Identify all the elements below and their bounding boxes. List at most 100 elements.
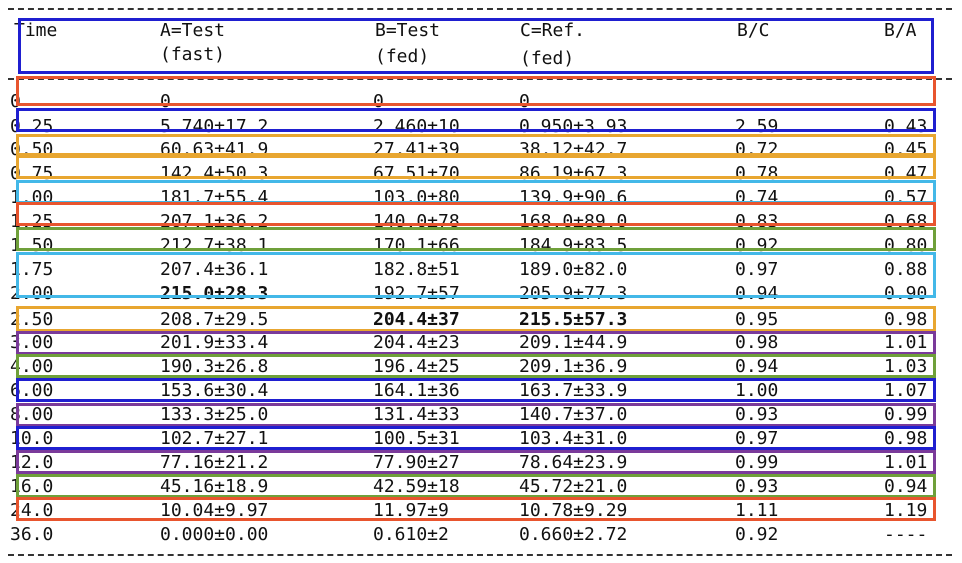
cell-b: 77.90±27 — [373, 452, 460, 473]
cell-c: 215.5±57.3 — [519, 309, 628, 330]
cell-ba: 0.98 — [884, 428, 928, 449]
cell-c: 205.9±77.3 — [519, 283, 628, 304]
cell-time: 1.75 — [10, 259, 54, 280]
top-dashed-rule — [8, 8, 952, 10]
cell-bc: 0.97 — [735, 259, 779, 280]
table-row: 8.00 133.3±25.0 131.4±33 140.7±37.0 0.93 0.99 — [0, 404, 962, 426]
cell-ba: 0.57 — [884, 187, 928, 208]
cell-ba: 0.90 — [884, 283, 928, 304]
cell-bc: 0.97 — [735, 428, 779, 449]
cell-b: 131.4±33 — [373, 404, 460, 425]
cell-b: 204.4±23 — [373, 332, 460, 353]
table-row: 0.75 142.4±50.3 67.51±70 86.19±67.3 0.78 0.47 — [0, 163, 962, 185]
cell-a: 215.0±28.3 — [160, 283, 269, 304]
cell-b: 67.51±70 — [373, 163, 460, 184]
cell-a: 201.9±33.4 — [160, 332, 269, 353]
header-a-line1: A=Test — [160, 20, 226, 41]
cell-c: 38.12±42.7 — [519, 139, 628, 160]
cell-time: 36.0 — [10, 524, 54, 545]
cell-c: 0 — [519, 91, 530, 112]
cell-a: 77.16±21.2 — [160, 452, 269, 473]
cell-bc: 0.72 — [735, 139, 779, 160]
cell-bc: 0.74 — [735, 187, 779, 208]
cell-b: 0.610±2 — [373, 524, 449, 545]
cell-a: 133.3±25.0 — [160, 404, 269, 425]
header-time: Time — [14, 20, 58, 41]
header-c-line1: C=Ref. — [520, 20, 586, 41]
cell-time: 1.25 — [10, 211, 54, 232]
cell-c: 189.0±82.0 — [519, 259, 628, 280]
cell-b: 170.1±66 — [373, 235, 460, 256]
table-row: 1.50 212.7±38.1 170.1±66 184.9±83.5 0.92 0.80 — [0, 235, 962, 257]
cell-c: 140.7±37.0 — [519, 404, 628, 425]
cell-time: 0.75 — [10, 163, 54, 184]
cell-time: 0 — [10, 91, 21, 112]
table-row: 2.50 208.7±29.5 204.4±37 215.5±57.3 0.95 0.98 — [0, 309, 962, 331]
table-row: 0 0 0 0 — [0, 91, 962, 113]
cell-b: 0 — [373, 91, 384, 112]
cell-b: 196.4±25 — [373, 356, 460, 377]
cell-b: 11.97±9 — [373, 500, 449, 521]
bottom-dashed-rule — [8, 554, 952, 556]
cell-time: 8.00 — [10, 404, 54, 425]
header-b-line1: B=Test — [375, 20, 441, 41]
cell-b: 42.59±18 — [373, 476, 460, 497]
cell-c: 184.9±83.5 — [519, 235, 628, 256]
table-row: 0.50 60.63±41.9 27.41±39 38.12±42.7 0.72 0.45 — [0, 139, 962, 161]
cell-bc: 0.92 — [735, 524, 779, 545]
table-row: 4.00 190.3±26.8 196.4±25 209.1±36.9 0.94 1.03 — [0, 356, 962, 378]
table-row: 1.00 181.7±55.4 103.0±80 139.9±90.6 0.74 0.57 — [0, 187, 962, 209]
cell-bc: 0.83 — [735, 211, 779, 232]
cell-c: 209.1±36.9 — [519, 356, 628, 377]
table-row: 36.0 0.000±0.00 0.610±2 0.660±2.72 0.92 ---- — [0, 524, 962, 546]
cell-b: 103.0±80 — [373, 187, 460, 208]
cell-time: 2.50 — [10, 309, 54, 330]
header-ba: B/A — [884, 20, 917, 41]
header-a-line2: (fast) — [160, 44, 226, 65]
highlight-box-header — [18, 18, 934, 74]
cell-c: 163.7±33.9 — [519, 380, 628, 401]
cell-ba: 0.94 — [884, 476, 928, 497]
header-b-line2: (fed) — [375, 46, 430, 67]
cell-bc: 0.92 — [735, 235, 779, 256]
cell-bc: 1.11 — [735, 500, 779, 521]
cell-c: 78.64±23.9 — [519, 452, 628, 473]
cell-b: 192.7±57 — [373, 283, 460, 304]
header-bc: B/C — [737, 20, 770, 41]
cell-b: 204.4±37 — [373, 309, 460, 330]
cell-c: 0.950±3.93 — [519, 116, 628, 137]
cell-time: 16.0 — [10, 476, 54, 497]
cell-ba: 0.88 — [884, 259, 928, 280]
table-row: 16.0 45.16±18.9 42.59±18 45.72±21.0 0.93 0.94 — [0, 476, 962, 498]
header-c-line2: (fed) — [520, 48, 575, 69]
cell-bc: 0.99 — [735, 452, 779, 473]
cell-time: 10.0 — [10, 428, 54, 449]
cell-b: 100.5±31 — [373, 428, 460, 449]
cell-ba: 0.45 — [884, 139, 928, 160]
cell-ba: 1.01 — [884, 332, 928, 353]
cell-b: 182.8±51 — [373, 259, 460, 280]
cell-bc: 2.59 — [735, 116, 779, 137]
cell-b: 164.1±36 — [373, 380, 460, 401]
cell-bc: 0.95 — [735, 309, 779, 330]
table-row: 10.0 102.7±27.1 100.5±31 103.4±31.0 0.97 0.98 — [0, 428, 962, 450]
cell-a: 208.7±29.5 — [160, 309, 269, 330]
cell-a: 190.3±26.8 — [160, 356, 269, 377]
cell-b: 27.41±39 — [373, 139, 460, 160]
cell-ba: 0.98 — [884, 309, 928, 330]
table-row: 6.00 153.6±30.4 164.1±36 163.7±33.9 1.00 1.07 — [0, 380, 962, 402]
header-dashed-rule — [8, 78, 952, 80]
cell-a: 142.4±50.3 — [160, 163, 269, 184]
cell-c: 168.0±89.0 — [519, 211, 628, 232]
cell-c: 0.660±2.72 — [519, 524, 628, 545]
cell-ba: 1.03 — [884, 356, 928, 377]
cell-a: 102.7±27.1 — [160, 428, 269, 449]
cell-a: 45.16±18.9 — [160, 476, 269, 497]
cell-ba: 0.80 — [884, 235, 928, 256]
table-row: 2.00 215.0±28.3 192.7±57 205.9±77.3 0.94 0.90 — [0, 283, 962, 305]
cell-bc: 1.00 — [735, 380, 779, 401]
cell-c: 139.9±90.6 — [519, 187, 628, 208]
cell-ba: 1.07 — [884, 380, 928, 401]
cell-a: 0.000±0.00 — [160, 524, 269, 545]
